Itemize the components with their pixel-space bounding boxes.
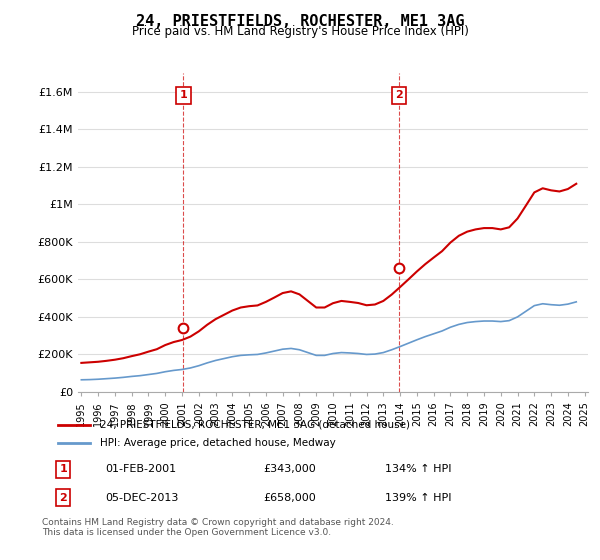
Text: 05-DEC-2013: 05-DEC-2013 — [106, 493, 179, 503]
Text: Price paid vs. HM Land Registry's House Price Index (HPI): Price paid vs. HM Land Registry's House … — [131, 25, 469, 38]
Text: 24, PRIESTFIELDS, ROCHESTER, ME1 3AG (detached house): 24, PRIESTFIELDS, ROCHESTER, ME1 3AG (de… — [100, 419, 410, 430]
Text: 24, PRIESTFIELDS, ROCHESTER, ME1 3AG: 24, PRIESTFIELDS, ROCHESTER, ME1 3AG — [136, 14, 464, 29]
Text: 2: 2 — [59, 493, 67, 503]
Text: 2: 2 — [395, 90, 403, 100]
Text: 134% ↑ HPI: 134% ↑ HPI — [385, 464, 452, 474]
Text: 01-FEB-2001: 01-FEB-2001 — [106, 464, 176, 474]
Text: 1: 1 — [179, 90, 187, 100]
Text: £343,000: £343,000 — [264, 464, 317, 474]
Text: HPI: Average price, detached house, Medway: HPI: Average price, detached house, Medw… — [100, 438, 336, 448]
Text: 1: 1 — [59, 464, 67, 474]
Text: £658,000: £658,000 — [264, 493, 317, 503]
Text: Contains HM Land Registry data © Crown copyright and database right 2024.
This d: Contains HM Land Registry data © Crown c… — [42, 518, 394, 538]
Text: 139% ↑ HPI: 139% ↑ HPI — [385, 493, 452, 503]
